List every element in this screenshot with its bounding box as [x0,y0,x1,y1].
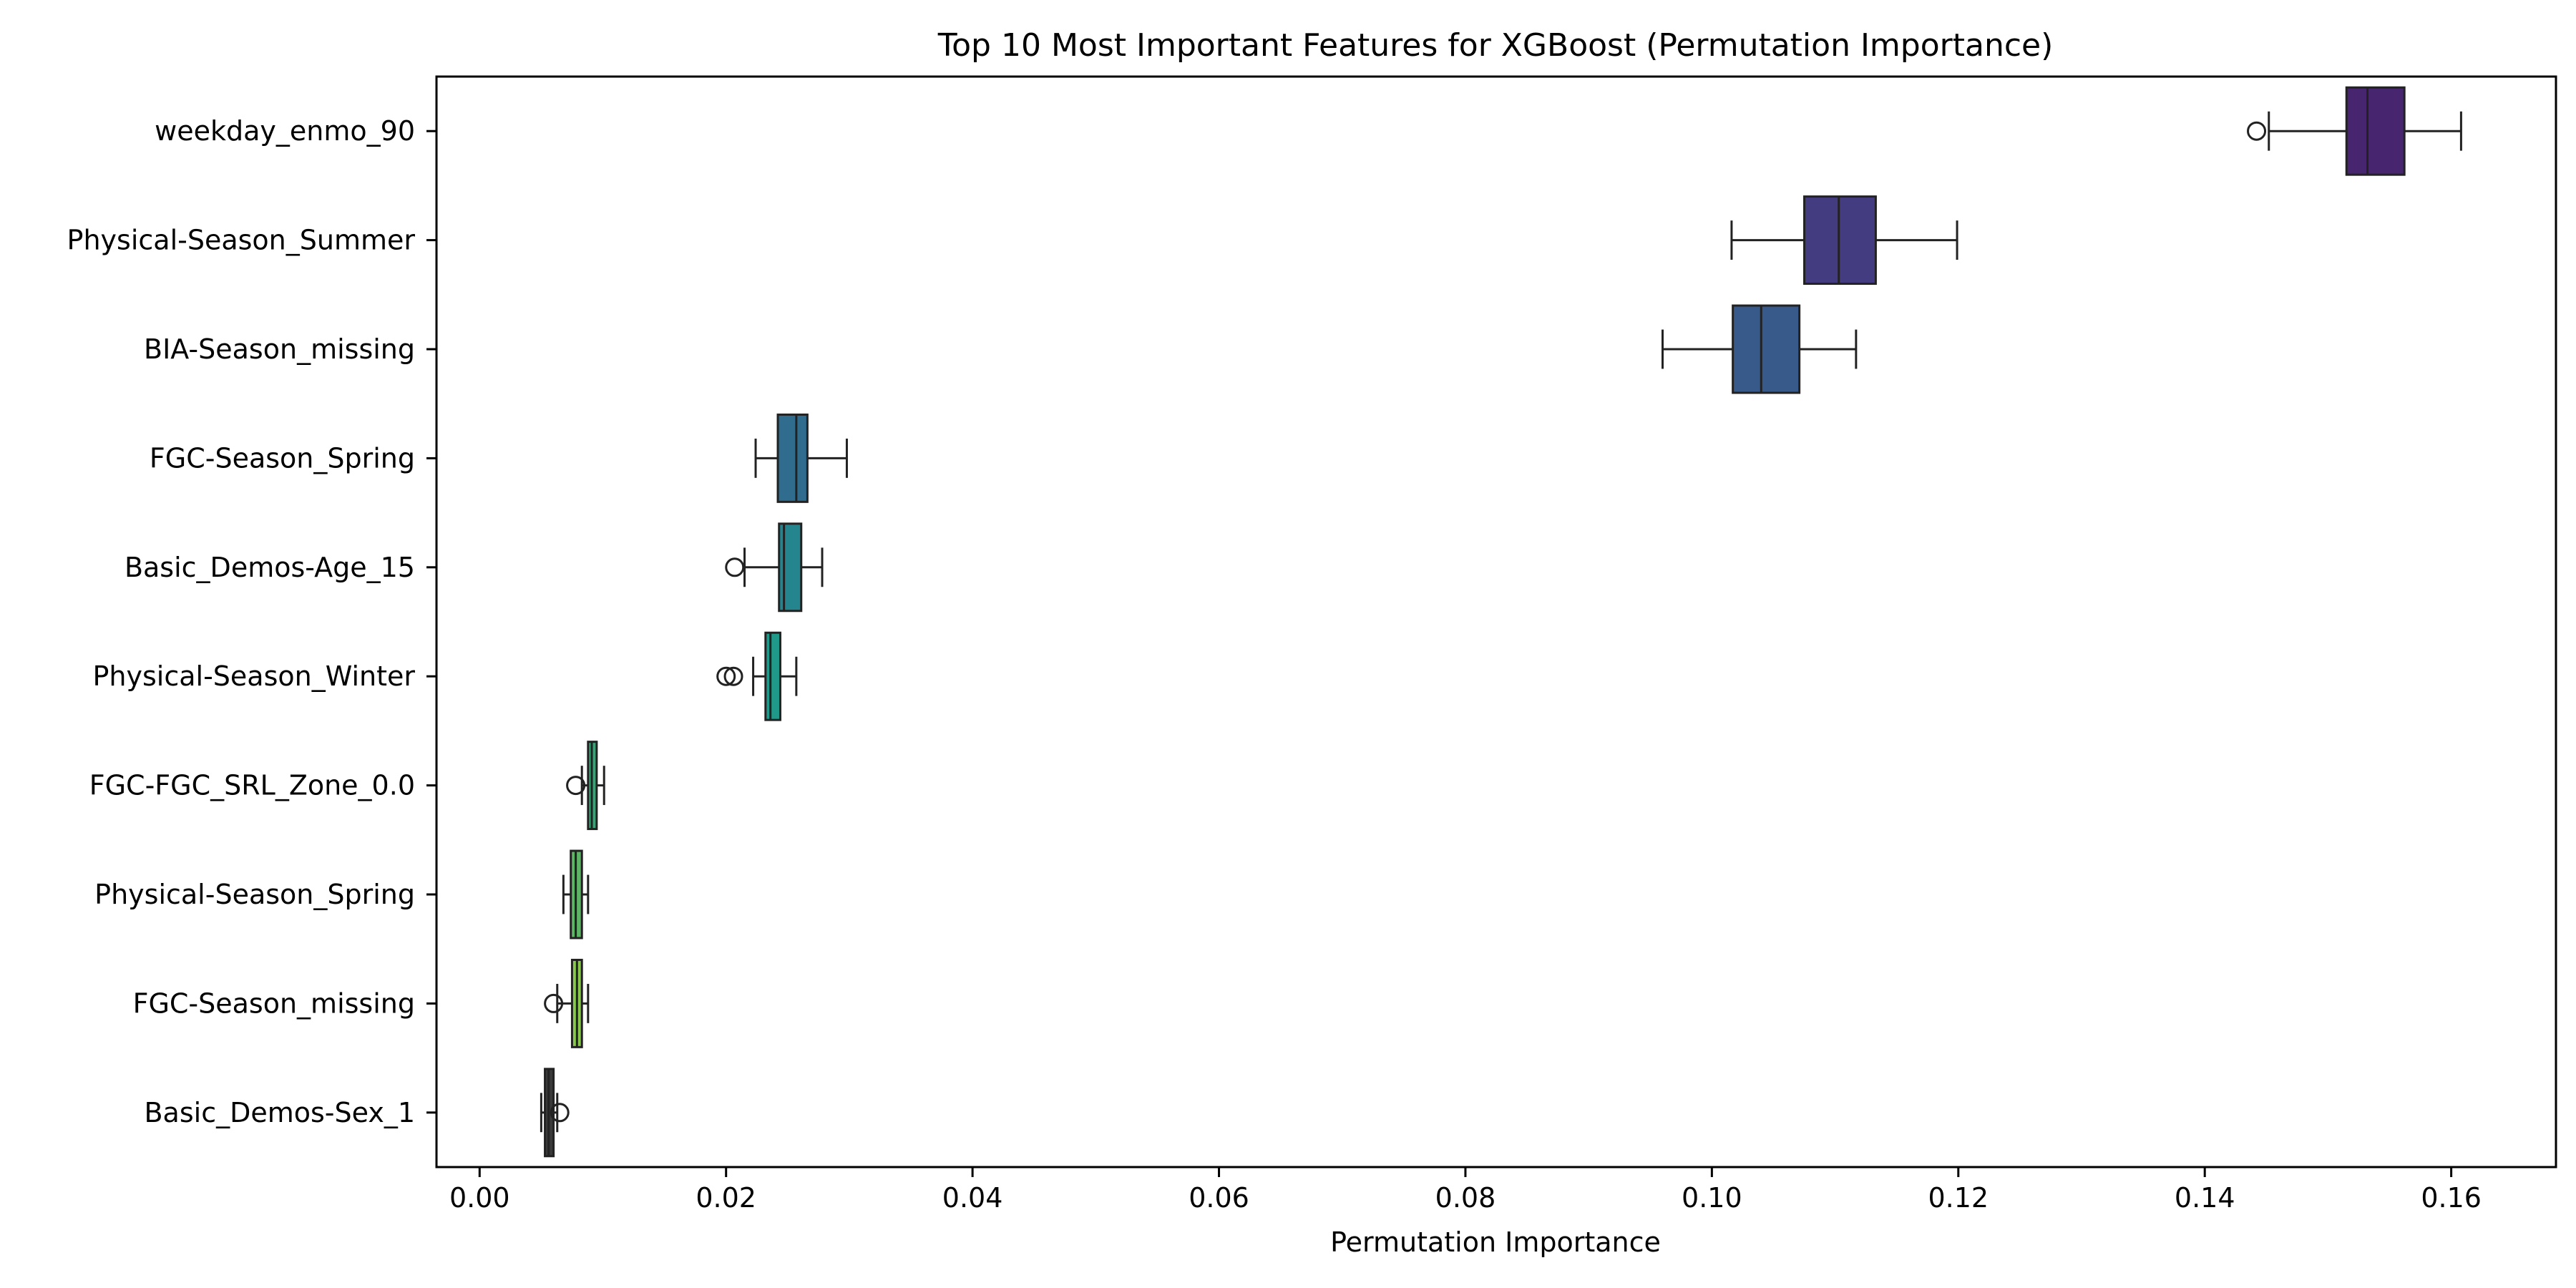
box-iqr [2345,86,2406,176]
box-8 [562,849,590,940]
x-tick-label: 0.02 [696,1182,756,1214]
box-5 [725,522,824,613]
category-label: weekday_enmo_90 [155,115,415,147]
x-tick-label: 0.04 [942,1182,1003,1214]
box-2 [1730,195,1958,286]
box-iqr [778,522,803,613]
category-label: FGC-Season_Spring [150,442,415,474]
x-tick-label: 0.06 [1189,1182,1249,1214]
x-tick-label: 0.14 [2175,1182,2235,1214]
box-1 [2247,86,2462,176]
box-iqr [1803,195,1877,286]
chart-title: Top 10 Most Important Features for XGBoo… [937,27,2054,64]
box-9 [544,958,590,1048]
box-7 [566,741,605,831]
category-label: Basic_Demos-Age_15 [125,552,415,583]
outlier-point [716,666,736,686]
category-label: BIA-Season_missing [144,333,415,365]
boxes-layer [540,86,2462,1158]
box-4 [754,413,848,503]
box-6 [716,631,798,721]
category-label: FGC-FGC_SRL_Zone_0.0 [89,770,415,801]
category-label: FGC-Season_missing [133,987,415,1019]
category-label: Basic_Demos-Sex_1 [144,1097,415,1128]
box-3 [1661,304,1858,394]
box-iqr [764,631,781,721]
outlier-point [566,776,586,796]
box-iqr [1732,304,1801,394]
outlier-point [723,666,743,686]
box-10 [540,1068,570,1158]
outlier-point [544,993,564,1013]
outlier-point [550,1103,570,1123]
x-tick-label: 0.08 [1435,1182,1496,1214]
plot-frame [435,75,2557,1169]
box-iqr [776,413,809,503]
x-tick-label: 0.10 [1682,1182,1742,1214]
category-label: Physical-Season_Winter [93,660,416,692]
x-tick-label: 0.12 [1928,1182,1989,1214]
y-axis-categories: weekday_enmo_90 Physical-Season_Summer BIA… [67,115,436,1128]
category-label: Physical-Season_Spring [94,879,415,910]
x-axis-label: Permutation Importance [1330,1226,1661,1258]
x-tick-label: 0.16 [2421,1182,2482,1214]
outlier-point [2247,121,2267,141]
x-axis-ticks: 0.00 0.02 0.04 0.06 0.08 0.10 0.12 0.14 0.16 [449,1167,2482,1214]
category-label: Physical-Season_Summer [67,225,416,256]
outlier-point [725,557,745,577]
x-tick-label: 0.00 [449,1182,510,1214]
